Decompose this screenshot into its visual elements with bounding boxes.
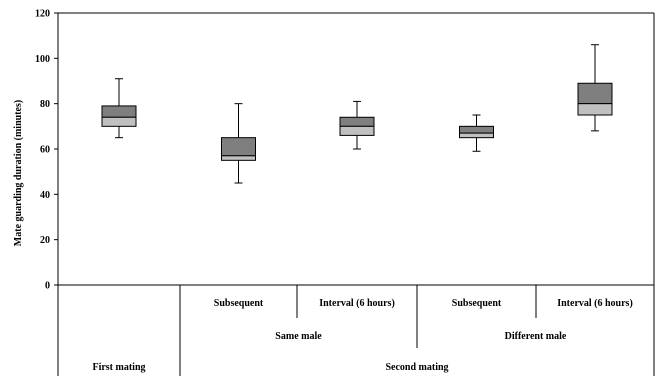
box-lower-half — [459, 132, 494, 139]
box-upper-half — [339, 116, 375, 127]
box-lower-half — [339, 125, 375, 136]
box-lower-half — [577, 103, 613, 116]
category-label-3: Subsequent — [452, 298, 502, 309]
box-lower-half — [221, 155, 256, 161]
box-upper-half — [221, 137, 256, 157]
y-tick-label: 40 — [40, 190, 50, 201]
box-upper-half — [459, 125, 494, 134]
y-axis: 0 20 40 60 80 100 120 — [35, 9, 655, 376]
box-1 — [221, 103, 256, 184]
y-tick-label: 0 — [45, 281, 50, 292]
y-tick-label: 100 — [35, 54, 50, 65]
category-label-1: Subsequent — [214, 298, 264, 309]
box-upper-half — [101, 105, 137, 118]
box-4 — [577, 44, 613, 132]
plot-area — [101, 44, 613, 184]
y-tick-label: 80 — [40, 99, 50, 110]
group-label-1: Different male — [505, 331, 567, 342]
box-0 — [101, 78, 137, 139]
y-axis-title: Mate guarding duration (minutes) — [13, 100, 24, 246]
box-upper-half — [577, 82, 613, 105]
box-3 — [459, 114, 494, 152]
box-lower-half — [101, 116, 137, 127]
group-label-0: Same male — [275, 331, 322, 342]
y-tick-label: 120 — [35, 9, 50, 20]
top-group-label-1: Second mating — [385, 362, 448, 373]
y-tick-label: 20 — [40, 235, 50, 246]
box-2 — [339, 100, 375, 150]
top-group-label-0: First mating — [92, 362, 145, 373]
category-axis-table: Subsequent Interval (6 hours) Subsequent In… — [57, 284, 654, 376]
y-tick-label: 60 — [40, 145, 50, 156]
category-label-4: Interval (6 hours) — [557, 298, 633, 309]
category-label-2: Interval (6 hours) — [319, 298, 395, 309]
